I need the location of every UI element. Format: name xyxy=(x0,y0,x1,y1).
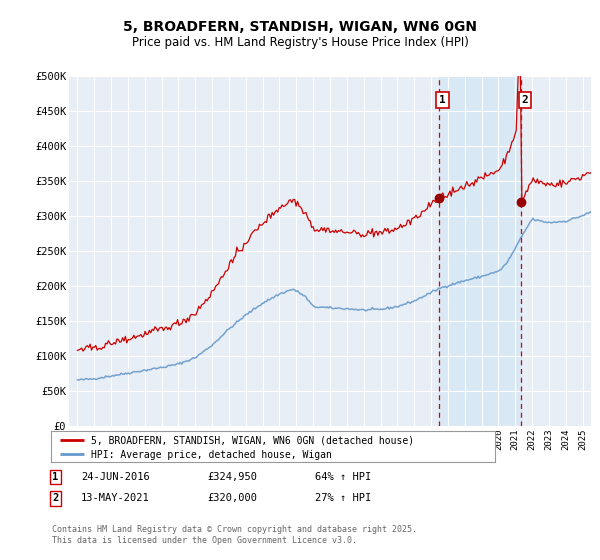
Text: 13-MAY-2021: 13-MAY-2021 xyxy=(81,493,150,503)
Text: 1: 1 xyxy=(52,472,58,482)
Text: 1: 1 xyxy=(439,95,446,105)
Text: 5, BROADFERN, STANDISH, WIGAN, WN6 0GN (detached house): 5, BROADFERN, STANDISH, WIGAN, WN6 0GN (… xyxy=(91,436,414,445)
Text: 27% ↑ HPI: 27% ↑ HPI xyxy=(315,493,371,503)
Text: 5, BROADFERN, STANDISH, WIGAN, WN6 0GN: 5, BROADFERN, STANDISH, WIGAN, WN6 0GN xyxy=(123,20,477,34)
Text: 2: 2 xyxy=(521,95,528,105)
Text: £324,950: £324,950 xyxy=(207,472,257,482)
Bar xyxy=(439,76,521,426)
Text: 64% ↑ HPI: 64% ↑ HPI xyxy=(315,472,371,482)
Text: Contains HM Land Registry data © Crown copyright and database right 2025.
This d: Contains HM Land Registry data © Crown c… xyxy=(52,525,417,545)
Text: Price paid vs. HM Land Registry's House Price Index (HPI): Price paid vs. HM Land Registry's House … xyxy=(131,36,469,49)
Text: 2: 2 xyxy=(52,493,58,503)
Text: HPI: Average price, detached house, Wigan: HPI: Average price, detached house, Wiga… xyxy=(91,450,332,460)
Text: £320,000: £320,000 xyxy=(207,493,257,503)
Text: 24-JUN-2016: 24-JUN-2016 xyxy=(81,472,150,482)
